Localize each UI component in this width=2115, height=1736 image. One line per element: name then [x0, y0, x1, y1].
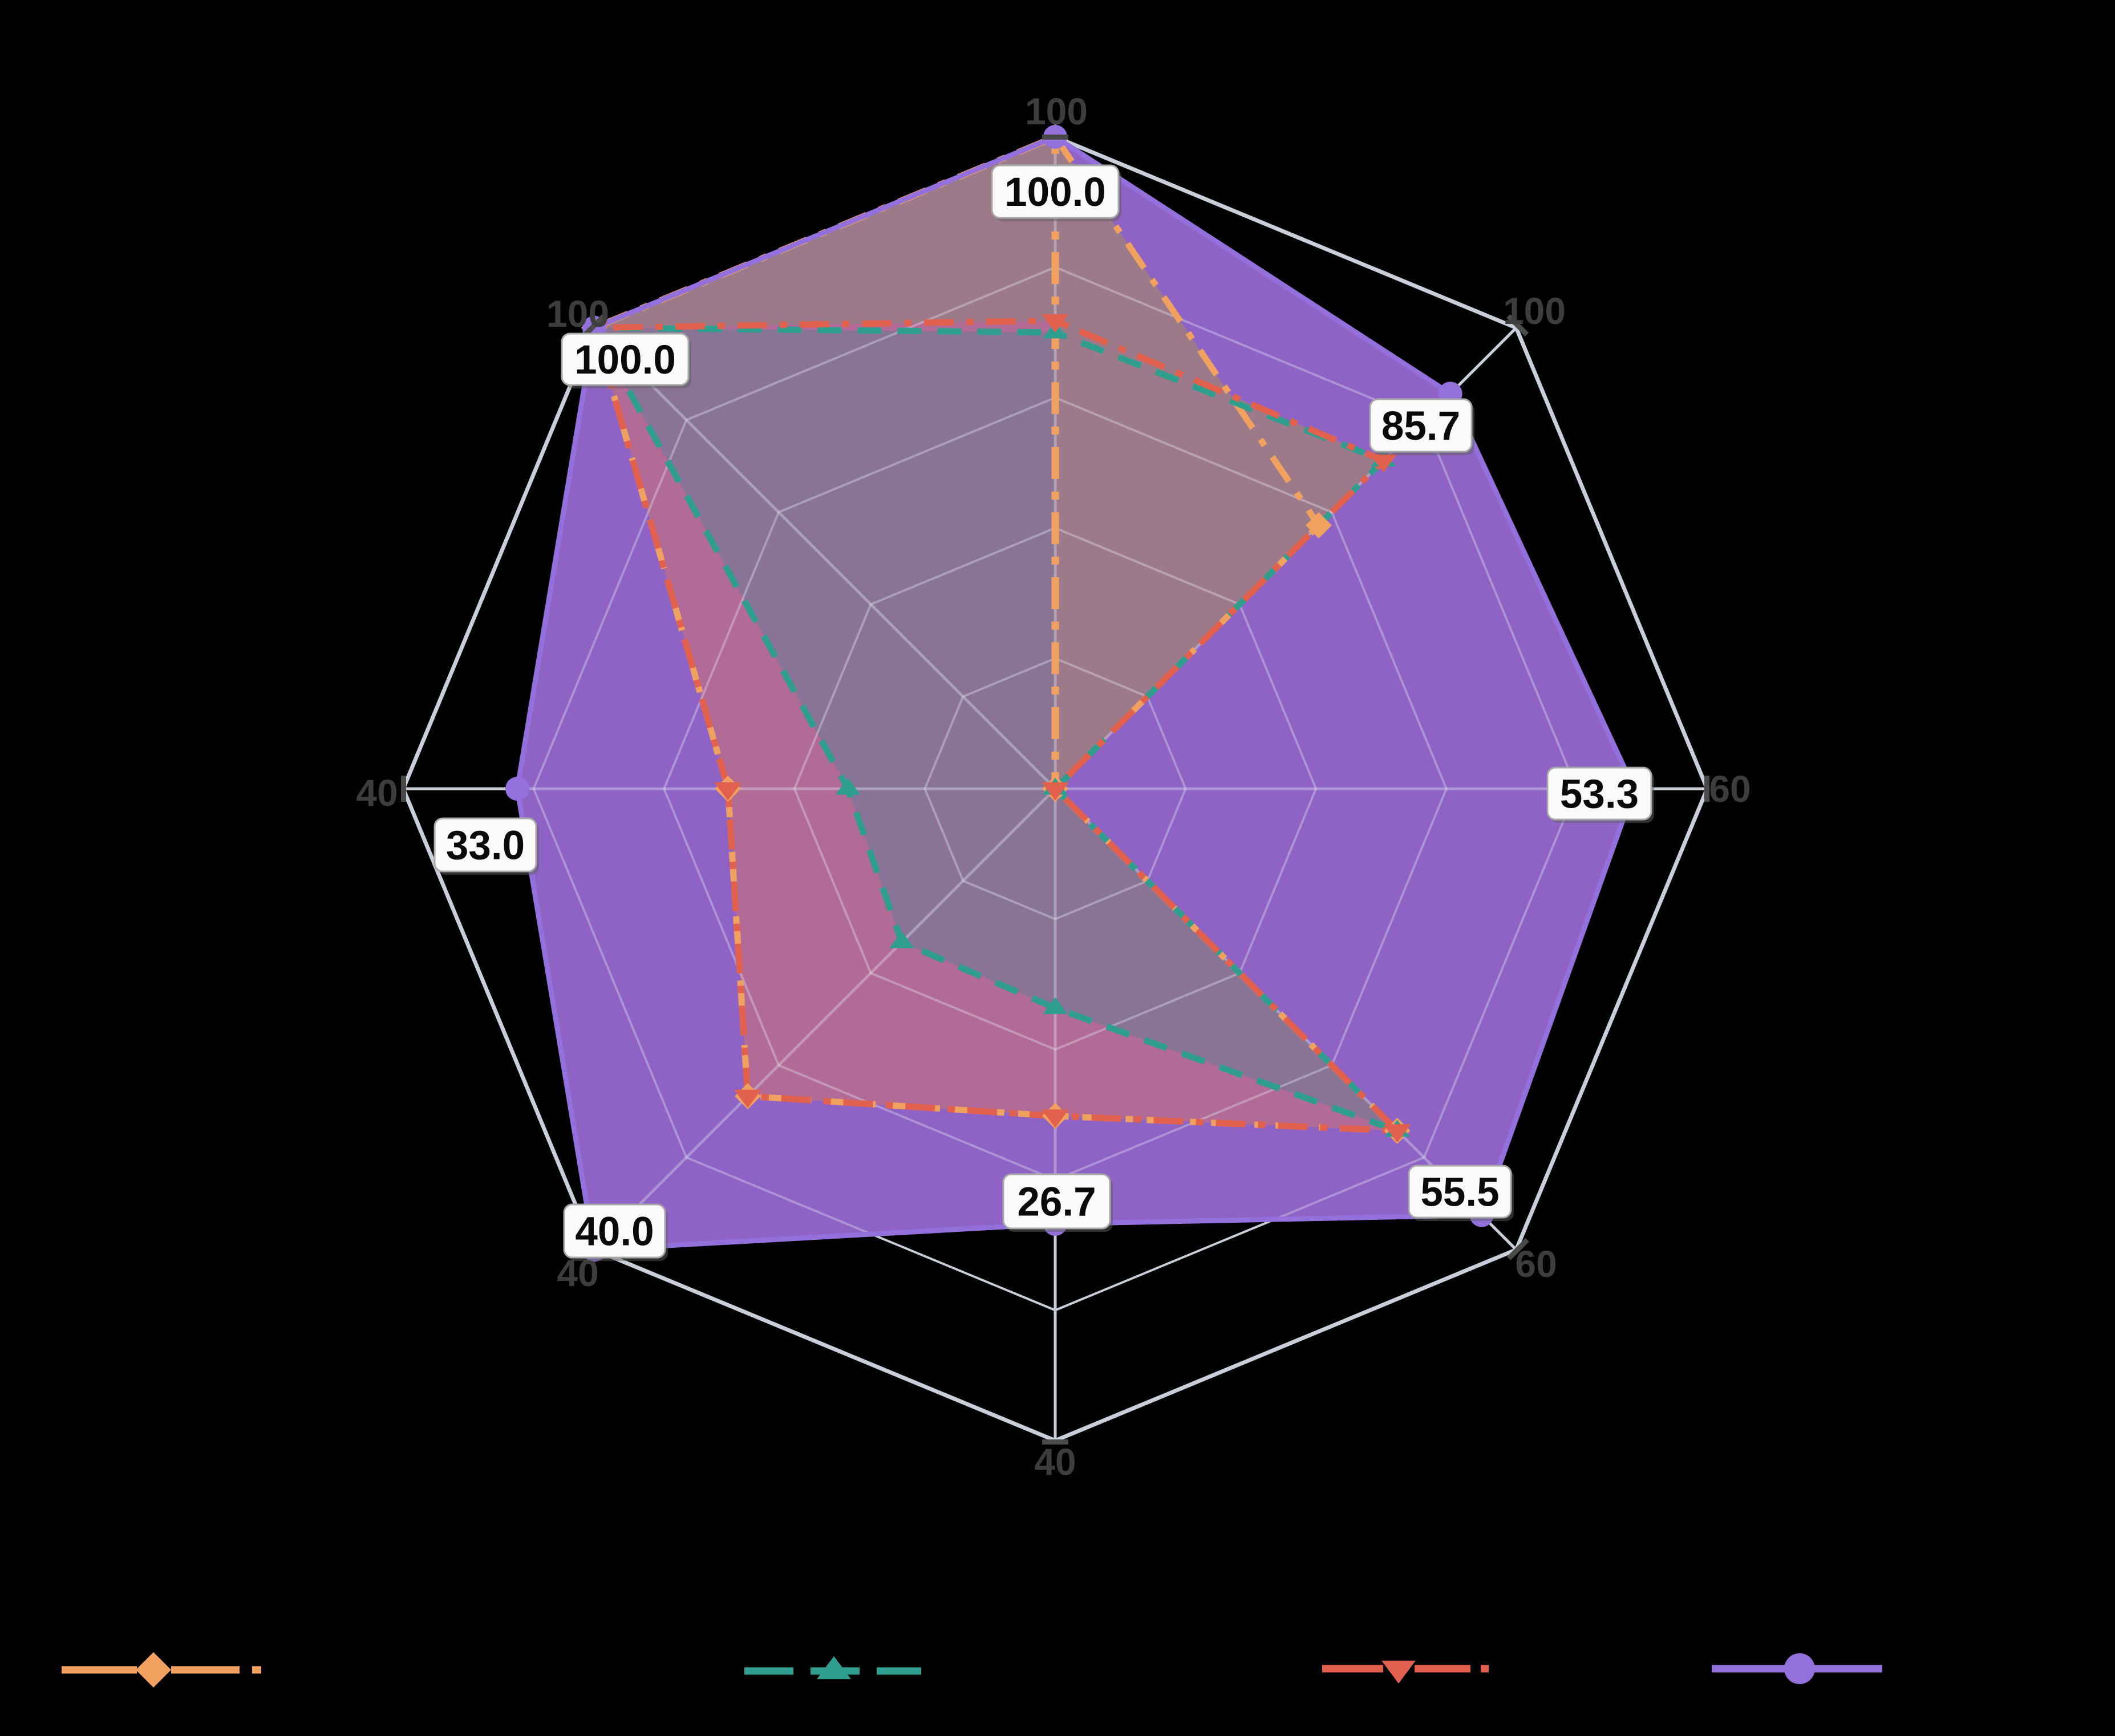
svg-text:60: 60 [1515, 1243, 1557, 1285]
svg-text:40: 40 [1034, 1441, 1076, 1483]
svg-text:100: 100 [1503, 290, 1566, 332]
svg-text:26.7: 26.7 [1017, 1180, 1096, 1225]
svg-text:55.5: 55.5 [1420, 1170, 1499, 1215]
svg-text:100.0: 100.0 [574, 338, 676, 383]
svg-text:40: 40 [356, 772, 398, 814]
svg-text:100: 100 [1025, 90, 1088, 132]
svg-text:100: 100 [546, 293, 609, 335]
svg-text:60: 60 [1709, 768, 1751, 810]
svg-text:33.0: 33.0 [446, 824, 525, 869]
svg-text:100.0: 100.0 [1004, 170, 1106, 215]
svg-text:53.3: 53.3 [1560, 772, 1639, 817]
svg-text:85.7: 85.7 [1381, 404, 1460, 449]
svg-text:40.0: 40.0 [575, 1210, 654, 1255]
